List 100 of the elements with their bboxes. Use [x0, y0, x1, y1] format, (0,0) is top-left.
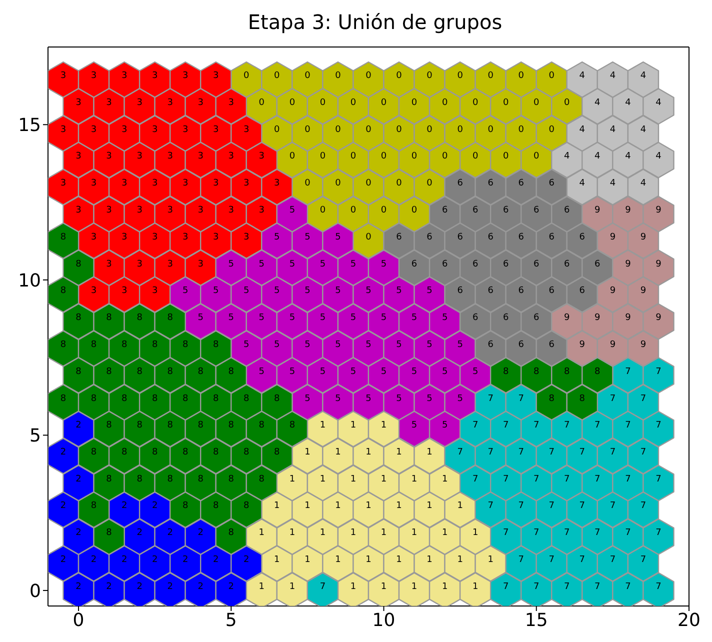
point	[169, 438, 202, 474]
point	[566, 438, 598, 474]
text: 8	[106, 528, 112, 538]
text: 5	[335, 232, 341, 242]
point	[78, 115, 110, 152]
text: 8	[198, 474, 204, 485]
text: 6	[518, 232, 524, 242]
point	[62, 142, 94, 178]
text: 0	[534, 152, 540, 162]
point	[414, 222, 446, 260]
text: 8	[152, 340, 158, 350]
point	[154, 196, 186, 232]
point	[215, 250, 248, 286]
point	[627, 276, 660, 313]
point	[200, 545, 232, 582]
point	[459, 357, 492, 394]
point	[306, 88, 339, 125]
text: 8	[60, 394, 66, 404]
point	[505, 222, 538, 260]
text: 0	[518, 124, 524, 135]
text: 5	[426, 286, 432, 296]
point	[444, 168, 476, 206]
text: 7	[656, 582, 662, 592]
text: 0	[411, 98, 418, 108]
point	[551, 518, 583, 555]
point	[124, 410, 156, 448]
y-tick-label: 10	[18, 270, 41, 292]
point	[551, 250, 583, 286]
text: 8	[228, 366, 234, 377]
text: 7	[564, 474, 570, 485]
text: 7	[594, 582, 600, 592]
text: 3	[167, 259, 173, 270]
point	[368, 357, 400, 394]
text: 8	[579, 394, 586, 404]
point	[383, 330, 415, 367]
point	[444, 330, 476, 367]
text: 3	[182, 124, 188, 135]
text: 8	[76, 366, 82, 377]
point	[474, 61, 506, 98]
text: 8	[182, 340, 188, 350]
text: 1	[274, 501, 280, 512]
text: 7	[502, 582, 509, 592]
point	[108, 545, 140, 582]
text: 1	[426, 501, 432, 512]
text: 5	[258, 259, 265, 270]
text: 8	[60, 286, 66, 296]
point	[337, 196, 370, 232]
text: 8	[244, 501, 250, 512]
text: 1	[411, 528, 418, 538]
text: 5	[213, 286, 219, 296]
point	[93, 303, 125, 340]
point	[184, 196, 217, 232]
series-label: 1	[289, 474, 296, 485]
point	[246, 410, 278, 448]
point	[138, 384, 171, 421]
text: 0	[548, 71, 555, 82]
text: 4	[610, 178, 616, 189]
point	[428, 357, 461, 394]
text: 1	[335, 554, 341, 565]
text: 8	[167, 366, 173, 377]
point	[138, 276, 171, 313]
text: 2	[60, 501, 66, 512]
point	[536, 61, 568, 98]
text: 8	[228, 528, 234, 538]
text: 3	[76, 98, 82, 108]
text: 1	[442, 528, 448, 538]
text: 9	[610, 232, 616, 242]
point	[184, 303, 217, 340]
point	[215, 88, 248, 125]
text: 3	[90, 178, 97, 189]
text: 1	[350, 474, 356, 485]
point	[627, 438, 660, 474]
text: 1	[426, 554, 432, 565]
point	[490, 196, 522, 232]
x-tick-label: 20	[678, 610, 700, 631]
point	[48, 115, 80, 152]
text: 3	[152, 178, 158, 189]
point	[292, 491, 324, 528]
series-label: 5	[289, 313, 296, 324]
text: 3	[244, 232, 250, 242]
point	[215, 410, 248, 448]
point	[582, 142, 614, 178]
point	[566, 384, 598, 421]
text: 7	[548, 554, 555, 565]
point	[306, 518, 339, 555]
text: 3	[90, 232, 97, 242]
text: 5	[304, 286, 310, 296]
text: 0	[534, 98, 540, 108]
point	[368, 518, 400, 555]
point	[551, 142, 583, 178]
point	[582, 410, 614, 448]
x-tick-label: 15	[524, 610, 548, 631]
text: 9	[594, 313, 600, 324]
text: 0	[380, 206, 387, 216]
text: 3	[198, 98, 204, 108]
text: 0	[488, 124, 494, 135]
text: 1	[366, 501, 372, 512]
point	[383, 222, 415, 260]
text: 2	[106, 582, 112, 592]
point	[459, 250, 492, 286]
